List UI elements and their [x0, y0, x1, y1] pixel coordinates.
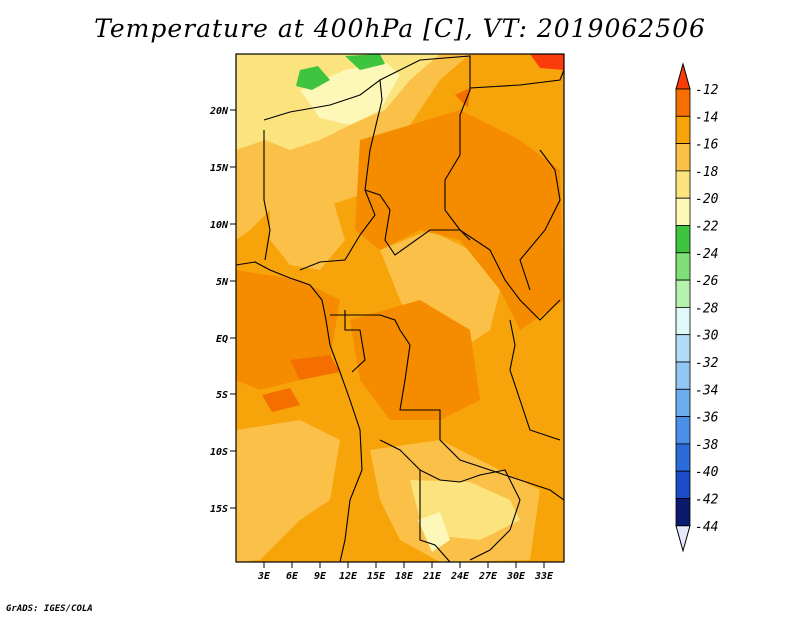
latitude-axis: 20N 15N 10N 5N EQ 5S 10S 15S: [209, 106, 236, 515]
field-region-22-south: [418, 512, 450, 552]
map-title: Temperature at 400hPa [C], VT: 201906250…: [94, 14, 706, 43]
colorbar-bottom-arrow: [675, 525, 691, 553]
lon-label: 9E: [314, 571, 327, 582]
lon-label: 27E: [478, 571, 498, 582]
lon-label: 18E: [395, 571, 414, 582]
lon-label: 12E: [339, 571, 358, 582]
field-region-14-central: [355, 110, 564, 330]
colorbar-swatch: [675, 170, 691, 199]
colorbar-label: -36: [695, 411, 719, 426]
colorbar-swatch: [675, 361, 691, 390]
colorbar-swatch: [675, 416, 691, 445]
field-region-24-b: [345, 54, 385, 70]
colorbar-swatch: [675, 225, 691, 254]
lon-label: 30E: [506, 571, 526, 582]
colorbar-swatch: [675, 306, 691, 336]
lat-label: 15S: [210, 504, 228, 515]
colorbar-swatch: [675, 279, 691, 308]
colorbar-label: -24: [695, 247, 718, 262]
colorbar-label: -42: [695, 493, 719, 508]
colorbar-label: -26: [695, 274, 719, 289]
temperature-field: [236, 54, 564, 562]
colorbar-label: -16: [695, 138, 719, 153]
lon-label: 21E: [422, 571, 442, 582]
colorbar-label: -32: [695, 356, 719, 371]
lat-label: 5N: [216, 277, 229, 288]
lon-label: 24E: [450, 571, 470, 582]
colorbar-label: -30: [695, 329, 719, 344]
colorbar-label: -14: [695, 110, 718, 125]
colorbar-label: -44: [695, 520, 718, 535]
field-region-18-central: [270, 190, 345, 270]
field-region-12-d: [455, 88, 470, 108]
lon-label: 33E: [534, 571, 554, 582]
field-region-12-a: [290, 355, 340, 380]
field-region-18-south: [236, 420, 340, 562]
colorbar-swatch: [675, 388, 691, 417]
colorbar-label: -34: [695, 383, 718, 398]
colorbar-label: -18: [695, 165, 719, 180]
lat-label: 15N: [210, 163, 229, 174]
colorbar-label: -40: [695, 465, 719, 480]
field-region-12-c: [530, 54, 564, 70]
colorbar-swatch: [675, 470, 691, 499]
colorbar-swatch: [675, 498, 691, 527]
field-region-14-congo: [350, 300, 480, 420]
lat-label: 10N: [210, 220, 229, 231]
colorbar-swatch: [675, 252, 691, 281]
colorbar: -12 -14 -16 -18 -20 -22 -24 -26 -28 -30 -32 -34 -36 -…: [675, 62, 719, 553]
colorbar-swatch: [675, 143, 691, 172]
colorbar-swatch: [675, 334, 691, 363]
lat-label: EQ: [216, 334, 228, 345]
map-frame: [235, 53, 565, 563]
colorbar-swatch: [675, 88, 691, 117]
colorbar-label: -22: [695, 220, 719, 235]
field-region-24-a: [296, 66, 330, 90]
colorbar-label: -12: [695, 83, 719, 98]
field-region-22-north: [300, 62, 400, 125]
colorbar-swatch: [675, 115, 691, 145]
colorbar-swatch: [675, 443, 691, 472]
colorbar-label: -38: [695, 438, 719, 453]
lon-label: 3E: [257, 571, 271, 582]
field-region-12-b: [262, 388, 300, 412]
colorbar-label: -20: [695, 192, 719, 207]
colorbar-label: -28: [695, 301, 719, 316]
longitude-axis: 3E 6E 9E 12E 15E 18E 21E 24E 27E 30E 33E: [257, 562, 554, 582]
colorbar-top-arrow: [675, 62, 691, 90]
lat-label: 5S: [216, 390, 228, 401]
lat-label: 20N: [209, 106, 229, 117]
grads-credit: GrADS: IGES/COLA: [6, 604, 93, 614]
colorbar-swatch: [675, 197, 691, 226]
country-borders: [236, 55, 564, 562]
lat-label: 10S: [210, 447, 228, 458]
lon-label: 6E: [286, 571, 299, 582]
lon-label: 15E: [367, 571, 386, 582]
